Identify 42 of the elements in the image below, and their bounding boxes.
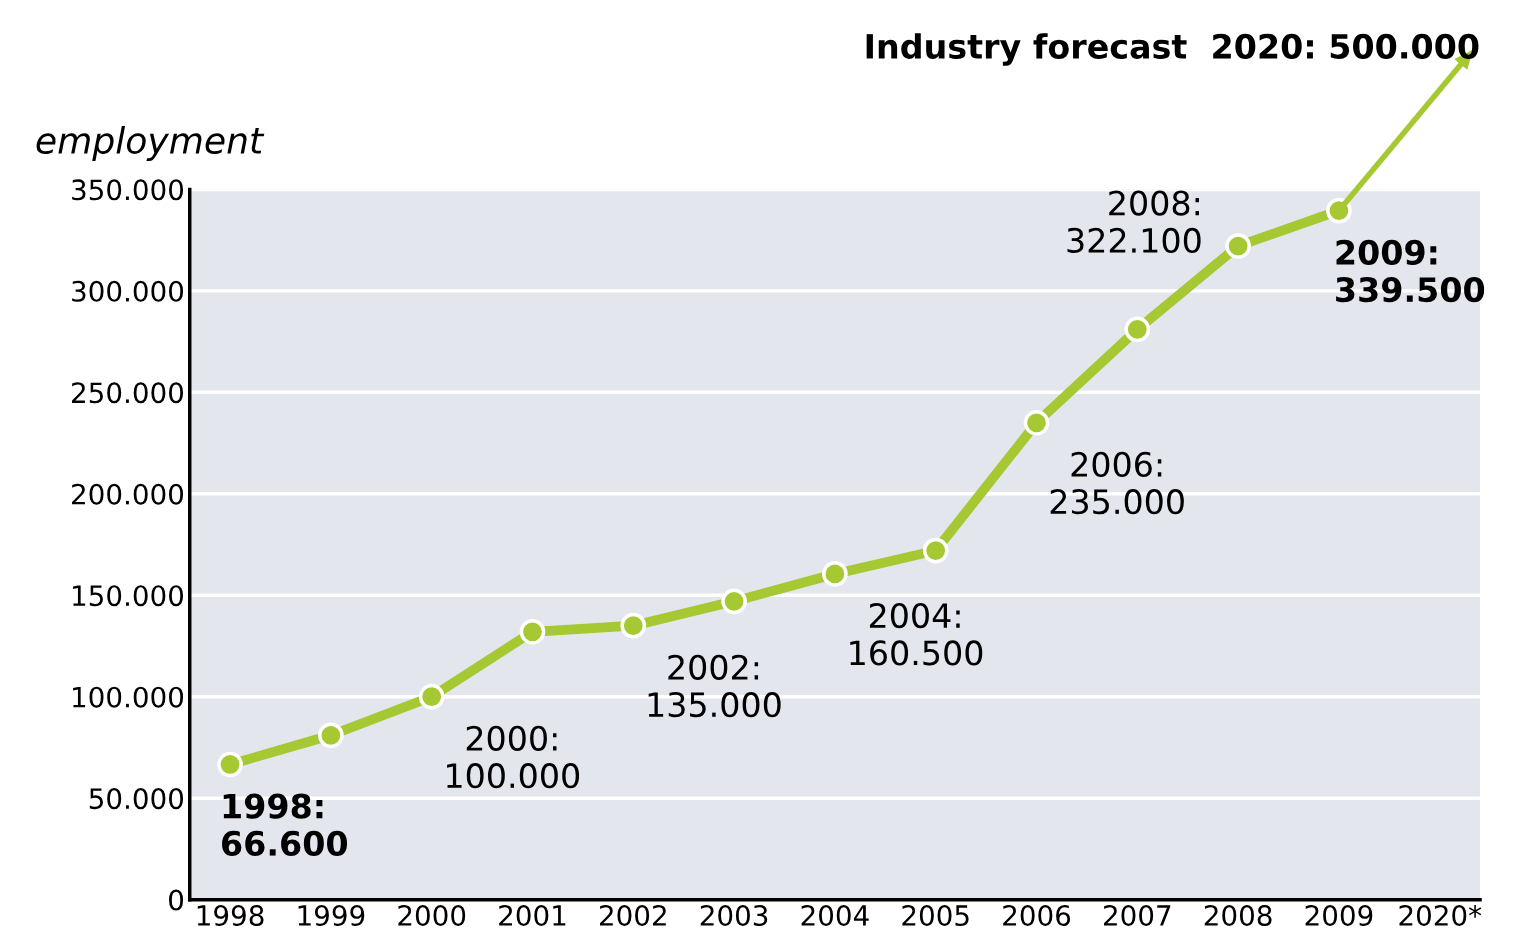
y-axis-title: employment [36,126,265,161]
point [519,618,546,645]
x-tick-label: 2009 [1305,905,1373,927]
x-tick-label: 2000 [398,905,466,927]
y-tick-label: 150.000 [73,585,184,607]
point [1023,409,1050,436]
x-tick-label: 2001 [499,905,566,927]
x-tick-label: 2007 [1104,905,1171,927]
point [822,561,848,587]
point [922,537,949,564]
point [1124,316,1151,343]
y-tick-label: 250.000 [72,382,184,404]
annotation: 2000: 100.000 [447,725,580,789]
annotation: 2004: 160.500 [850,602,983,666]
point [620,612,647,639]
x-tick-label: 1998 [197,905,264,927]
x-tick-label: 2002 [599,905,666,927]
point [1225,233,1251,259]
x-tick-label: 2005 [902,905,969,927]
y-tick-label: 300.000 [72,280,184,302]
annotation: 2008: 322.100 [1067,190,1201,254]
point [721,588,747,615]
y-tick-label: 100.000 [73,686,184,708]
point [1326,197,1352,224]
x-tick-label: 2004 [801,905,869,927]
annotation: 2006: 235.000 [1050,451,1184,515]
y-tick-label: 200.000 [72,483,184,505]
point [217,751,243,778]
x-tick-label: 2006 [1003,905,1071,927]
y-tick-label: 350.000 [72,179,184,201]
annotation: 2009: 339.500 [1336,239,1485,303]
y-tick-label: 50.000 [89,788,184,810]
chart-title: Industry forecast 2020: 500.000 [866,33,1479,66]
point [318,722,344,749]
x-tick-label: 1999 [298,905,365,927]
point [418,683,445,710]
annotation: 2002: 135.000 [648,654,781,718]
x-tick-label: 2003 [700,905,768,927]
annotation: 1998: 66.600 [222,793,348,857]
x-tick-label: 2020* [1399,905,1482,927]
x-tick-label: 2008 [1204,905,1272,927]
y-tick-label: 0 [169,889,184,911]
